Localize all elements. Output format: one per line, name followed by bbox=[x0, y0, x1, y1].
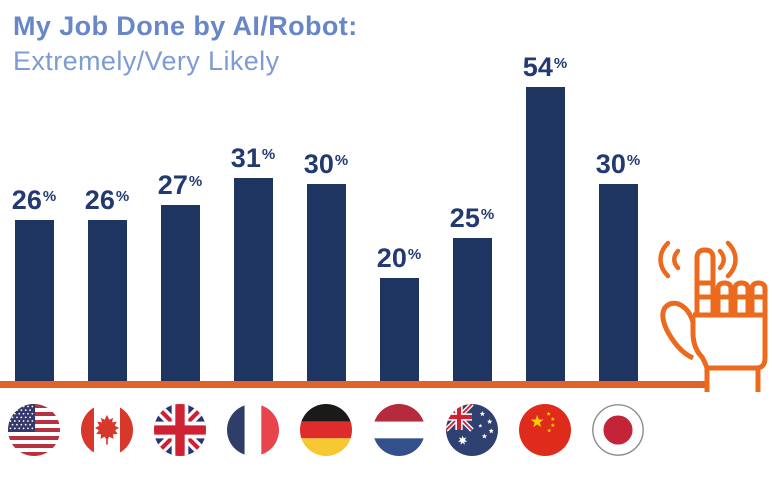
bar-nl bbox=[380, 278, 419, 382]
bar-jp bbox=[599, 184, 638, 382]
jp-flag-icon bbox=[592, 404, 644, 456]
baseline-axis bbox=[0, 381, 706, 388]
de-flag-icon bbox=[300, 404, 352, 456]
ca-flag-icon bbox=[81, 404, 133, 456]
gb-flag-icon bbox=[154, 404, 206, 456]
nl-flag-icon bbox=[373, 404, 425, 456]
bar-value-fr: 31% bbox=[230, 143, 276, 173]
bar-us bbox=[15, 220, 54, 382]
cn-flag-icon bbox=[519, 404, 571, 456]
bar-value-nl: 20% bbox=[376, 243, 422, 273]
chart-subtitle: Extremely/Very Likely bbox=[13, 46, 280, 76]
chart-title-block: My Job Done by AI/Robot: Extremely/Very … bbox=[13, 8, 358, 78]
bar-value-ca: 26% bbox=[84, 185, 130, 215]
bar-fr bbox=[234, 178, 273, 382]
bar-value-jp: 30% bbox=[595, 149, 641, 179]
bar-ca bbox=[88, 220, 127, 382]
au-flag-icon bbox=[446, 404, 498, 456]
chart-title: My Job Done by AI/Robot: bbox=[13, 11, 358, 41]
bar-au bbox=[453, 238, 492, 382]
bar-value-au: 25% bbox=[449, 203, 495, 233]
bar-value-de: 30% bbox=[303, 149, 349, 179]
bar-value-us: 26% bbox=[11, 185, 57, 215]
us-flag-icon bbox=[8, 404, 60, 456]
bar-gb bbox=[161, 205, 200, 382]
fr-flag-icon bbox=[227, 404, 279, 456]
bar-cn bbox=[526, 87, 565, 382]
robot-hand-tap-icon bbox=[658, 240, 768, 392]
bar-value-gb: 27% bbox=[157, 170, 203, 200]
bar-de bbox=[307, 184, 346, 382]
bar-value-cn: 54% bbox=[522, 52, 568, 82]
